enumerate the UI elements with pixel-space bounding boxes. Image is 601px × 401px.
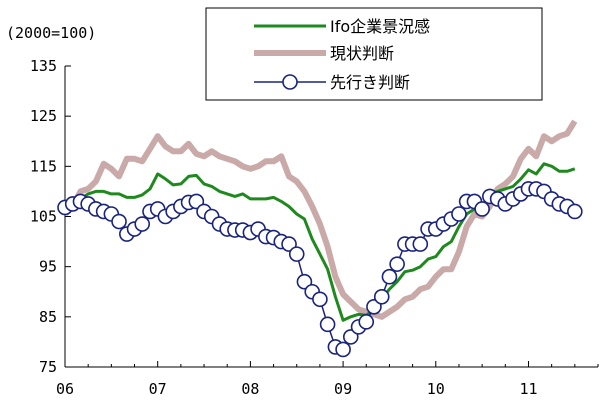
legend-label: 現状判断: [330, 44, 394, 63]
legend-swatch-marker: [282, 74, 298, 90]
y-tick-label: 105: [30, 208, 57, 226]
x-tick-label: 08: [241, 380, 259, 398]
series-marker: [111, 213, 127, 230]
x-tick-label: 06: [56, 380, 74, 398]
unit-label: (2000=100): [6, 24, 96, 42]
series-line-1: [62, 119, 578, 320]
y-tick-label: 125: [30, 107, 57, 125]
series-marker: [373, 288, 390, 305]
y-tick-label: 95: [39, 258, 57, 276]
x-tick-label: 09: [334, 380, 352, 398]
x-tick-label: 11: [519, 380, 537, 398]
series-marker: [296, 273, 313, 290]
series-marker: [474, 201, 490, 217]
series-marker: [134, 216, 151, 232]
series-marker: [319, 316, 336, 333]
series-marker: [342, 329, 359, 345]
y-tick-label: 85: [39, 308, 57, 326]
y-tick-label: 75: [39, 358, 57, 376]
series-marker: [288, 246, 305, 262]
x-tick-label: 07: [149, 380, 167, 398]
series-marker: [312, 291, 328, 308]
y-tick-label: 115: [30, 157, 57, 175]
series-marker: [451, 206, 467, 222]
plot-area: [57, 119, 583, 358]
series-marker: [389, 256, 405, 272]
series-marker: [381, 268, 398, 285]
y-tick-label: 135: [30, 57, 57, 75]
legend-label: 先行き判断: [330, 73, 410, 92]
series-marker: [412, 236, 429, 252]
series-marker: [358, 314, 375, 330]
legend-label: Ifo企業景況感: [330, 17, 430, 36]
x-axis: 06 07 08 09 10 11: [56, 361, 599, 398]
series-marker: [366, 298, 382, 315]
series-marker: [567, 203, 583, 220]
x-tick-label: 10: [427, 380, 445, 398]
series-marker: [335, 341, 351, 358]
y-axis: 75 85 95 105 115 125 135: [30, 57, 71, 376]
